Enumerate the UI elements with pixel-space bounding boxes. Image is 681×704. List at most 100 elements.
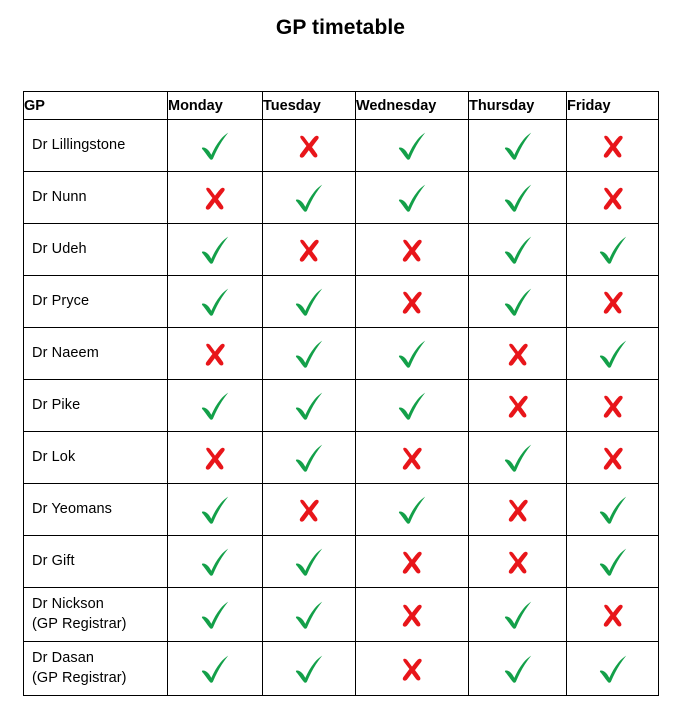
gp-role-label: (GP Registrar) — [32, 615, 127, 632]
check-icon — [292, 441, 326, 475]
check-icon — [596, 493, 630, 527]
availability-cell — [262, 483, 356, 536]
gp-name-cell: Dr Lok — [23, 431, 168, 484]
table-row: Dr Pike — [23, 379, 659, 432]
column-header-thursday: Thursday — [468, 91, 567, 120]
check-icon — [596, 233, 630, 267]
gp-name-label: Dr Pryce — [32, 292, 90, 309]
cross-icon — [596, 181, 630, 215]
cross-icon — [198, 337, 232, 371]
gp-name-label: Dr Yeomans — [32, 500, 112, 517]
table-header-row: GP Monday Tuesday Wednesday Thursday Fri… — [23, 91, 659, 120]
timetable-container: GP Monday Tuesday Wednesday Thursday Fri… — [23, 91, 659, 696]
availability-cell — [167, 171, 263, 224]
check-icon — [292, 181, 326, 215]
availability-cell — [468, 431, 567, 484]
check-icon — [198, 493, 232, 527]
availability-cell — [355, 275, 469, 328]
availability-cell — [262, 327, 356, 380]
check-icon — [198, 233, 232, 267]
check-icon — [596, 337, 630, 371]
availability-cell — [262, 431, 356, 484]
gp-name-cell: Dr Yeomans — [23, 483, 168, 536]
availability-cell — [167, 641, 263, 696]
availability-cell — [262, 535, 356, 588]
cross-icon — [198, 181, 232, 215]
gp-role-label: (GP Registrar) — [32, 669, 127, 686]
check-icon — [395, 129, 429, 163]
availability-cell — [355, 379, 469, 432]
table-row: Dr Nunn — [23, 171, 659, 224]
check-icon — [292, 337, 326, 371]
availability-cell — [262, 379, 356, 432]
availability-cell — [262, 223, 356, 276]
table-row: Dr Gift — [23, 535, 659, 588]
cross-icon — [596, 598, 630, 632]
cross-icon — [395, 441, 429, 475]
check-icon — [292, 598, 326, 632]
check-icon — [395, 337, 429, 371]
availability-cell — [468, 275, 567, 328]
table-row: Dr Lok — [23, 431, 659, 484]
cross-icon — [596, 285, 630, 319]
gp-name-cell: Dr Udeh — [23, 223, 168, 276]
table-row: Dr Pryce — [23, 275, 659, 328]
cross-icon — [395, 233, 429, 267]
availability-cell — [355, 327, 469, 380]
gp-name-cell: Dr Lillingstone — [23, 119, 168, 172]
check-icon — [501, 233, 535, 267]
check-icon — [596, 652, 630, 686]
table-row: Dr Nickson (GP Registrar) — [23, 587, 659, 642]
availability-cell — [355, 171, 469, 224]
gp-name-cell: Dr Gift — [23, 535, 168, 588]
availability-cell — [566, 223, 659, 276]
availability-cell — [355, 587, 469, 642]
availability-cell — [566, 171, 659, 224]
availability-cell — [167, 275, 263, 328]
gp-name-cell: Dr Naeem — [23, 327, 168, 380]
availability-cell — [468, 641, 567, 696]
column-header-wednesday: Wednesday — [355, 91, 469, 120]
cross-icon — [501, 389, 535, 423]
availability-cell — [262, 641, 356, 696]
availability-cell — [167, 327, 263, 380]
availability-cell — [167, 431, 263, 484]
cross-icon — [501, 545, 535, 579]
gp-name-label: Dr Pike — [32, 396, 81, 413]
check-icon — [198, 545, 232, 579]
cross-icon — [198, 441, 232, 475]
availability-cell — [355, 431, 469, 484]
table-row: Dr Dasan (GP Registrar) — [23, 641, 659, 696]
availability-cell — [167, 483, 263, 536]
gp-name-label: Dr Lok — [32, 448, 76, 465]
gp-name-cell: Dr Nickson (GP Registrar) — [23, 587, 168, 642]
check-icon — [395, 493, 429, 527]
availability-cell — [468, 483, 567, 536]
cross-icon — [292, 129, 326, 163]
availability-cell — [468, 379, 567, 432]
availability-cell — [167, 119, 263, 172]
gp-name-cell: Dr Nunn — [23, 171, 168, 224]
availability-cell — [566, 327, 659, 380]
cross-icon — [501, 337, 535, 371]
gp-name-cell: Dr Dasan (GP Registrar) — [23, 641, 168, 696]
availability-cell — [468, 327, 567, 380]
column-header-gp: GP — [23, 91, 168, 120]
availability-cell — [262, 587, 356, 642]
gp-name-label: Dr Udeh — [32, 240, 87, 257]
availability-cell — [355, 223, 469, 276]
check-icon — [292, 389, 326, 423]
availability-cell — [566, 535, 659, 588]
check-icon — [501, 285, 535, 319]
check-icon — [198, 389, 232, 423]
check-icon — [501, 441, 535, 475]
check-icon — [198, 285, 232, 319]
check-icon — [292, 652, 326, 686]
table-body: Dr Lillingstone Dr Nunn Dr Udeh Dr Pryce Dr … — [23, 119, 659, 696]
availability-cell — [167, 587, 263, 642]
column-header-friday: Friday — [566, 91, 659, 120]
check-icon — [501, 652, 535, 686]
availability-cell — [262, 171, 356, 224]
cross-icon — [292, 493, 326, 527]
